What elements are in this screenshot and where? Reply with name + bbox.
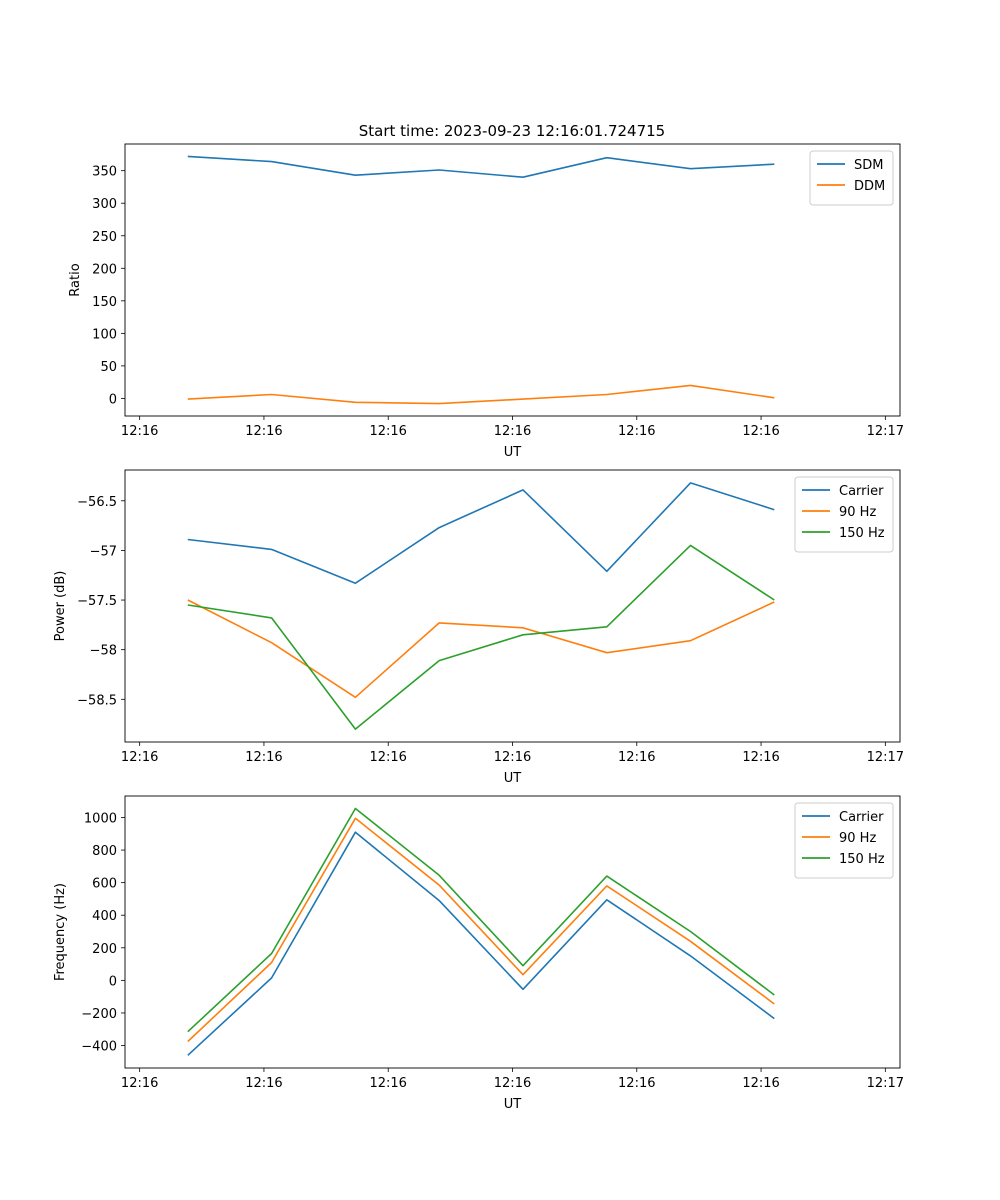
x-tick-label: 12:16 xyxy=(494,424,531,439)
y-tick-label: 800 xyxy=(92,844,117,859)
y-tick-label: 150 xyxy=(92,295,117,310)
x-tick-label: 12:16 xyxy=(369,750,406,765)
y-tick-label: −58 xyxy=(90,644,117,659)
x-axis-label: UT xyxy=(504,445,522,460)
y-tick-label: 100 xyxy=(92,327,117,342)
series-line-ddm xyxy=(187,384,775,405)
charts-container: 12:16 12:16 12:16 12:16 12:16 12:16 12:17 UT 0 50… xyxy=(53,143,904,1112)
chart-panel-2: 12:16 12:16 12:16 12:16 12:16 12:16 12:17 UT −58… xyxy=(53,469,904,786)
y-tick-label: −56.5 xyxy=(77,495,117,510)
x-tick-label: 12:17 xyxy=(867,1076,904,1091)
y-tick-label: 0 xyxy=(109,974,117,989)
series-line-150-hz xyxy=(187,807,775,1033)
y-tick-label: −200 xyxy=(81,1007,117,1022)
x-tick-label: 12:16 xyxy=(742,424,779,439)
series-line-90-hz xyxy=(187,817,775,1043)
legend-label: 150 Hz xyxy=(839,526,885,541)
series-line-sdm xyxy=(187,155,775,178)
y-tick-label: 200 xyxy=(92,262,117,277)
legend: SDM DDM xyxy=(809,150,894,206)
y-tick-label: −57.5 xyxy=(77,594,117,609)
y-axis-label: Power (dB) xyxy=(53,571,68,642)
series-line-carrier xyxy=(187,831,775,1056)
x-tick-label: 12:16 xyxy=(742,1076,779,1091)
series-line-90-hz xyxy=(187,599,775,699)
x-tick-label: 12:16 xyxy=(121,1076,158,1091)
y-axis-label: Frequency (Hz) xyxy=(53,883,68,981)
x-tick-label: 12:16 xyxy=(245,750,282,765)
y-tick-label: −400 xyxy=(81,1040,117,1055)
x-axis-label: UT xyxy=(504,771,522,786)
axes-frame xyxy=(124,795,901,1069)
legend: Carrier 90 Hz 150 Hz xyxy=(794,802,894,879)
legend: Carrier 90 Hz 150 Hz xyxy=(794,476,894,553)
y-tick-label: 350 xyxy=(92,165,117,180)
x-tick-label: 12:16 xyxy=(245,424,282,439)
x-tick-label: 12:17 xyxy=(867,750,904,765)
y-tick-label: 300 xyxy=(92,197,117,212)
legend-label: 90 Hz xyxy=(839,831,876,846)
y-tick-label: 400 xyxy=(92,909,117,924)
x-tick-label: 12:16 xyxy=(121,424,158,439)
chart-panel-1: 12:16 12:16 12:16 12:16 12:16 12:16 12:17 UT 0 50… xyxy=(68,143,904,460)
x-tick-label: 12:16 xyxy=(742,750,779,765)
y-tick-label: 0 xyxy=(109,392,117,407)
legend-box xyxy=(794,802,894,879)
x-tick-label: 12:16 xyxy=(369,1076,406,1091)
y-tick-label: 600 xyxy=(92,877,117,892)
x-tick-label: 12:16 xyxy=(618,750,655,765)
x-tick-label: 12:17 xyxy=(867,424,904,439)
series-line-150-hz xyxy=(187,544,775,730)
x-tick-label: 12:16 xyxy=(494,750,531,765)
x-tick-label: 12:16 xyxy=(245,1076,282,1091)
legend-box xyxy=(794,476,894,553)
x-tick-label: 12:16 xyxy=(369,424,406,439)
axes-frame xyxy=(124,469,901,743)
legend-label: 90 Hz xyxy=(839,505,876,520)
x-tick-label: 12:16 xyxy=(618,1076,655,1091)
y-tick-label: 250 xyxy=(92,230,117,245)
legend-label: Carrier xyxy=(839,810,884,825)
x-axis-label: UT xyxy=(504,1097,522,1112)
axes-frame xyxy=(124,143,901,417)
legend-label: SDM xyxy=(854,158,883,173)
x-tick-label: 12:16 xyxy=(121,750,158,765)
legend-label: DDM xyxy=(854,179,885,194)
y-tick-label: 1000 xyxy=(84,811,117,826)
series-line-carrier xyxy=(187,482,775,585)
y-axis-label: Ratio xyxy=(68,263,83,296)
y-tick-label: −57 xyxy=(90,544,117,559)
legend-label: 150 Hz xyxy=(839,852,885,867)
y-tick-label: 50 xyxy=(100,360,117,375)
chart-panel-3: 12:16 12:16 12:16 12:16 12:16 12:16 12:17 UT −40… xyxy=(53,795,904,1112)
figure-title: Start time: 2023-09-23 12:16:01.724715 xyxy=(359,122,665,140)
x-tick-label: 12:16 xyxy=(618,424,655,439)
x-tick-label: 12:16 xyxy=(494,1076,531,1091)
legend-label: Carrier xyxy=(839,484,884,499)
y-tick-label: 200 xyxy=(92,942,117,957)
y-tick-label: −58.5 xyxy=(77,693,117,708)
